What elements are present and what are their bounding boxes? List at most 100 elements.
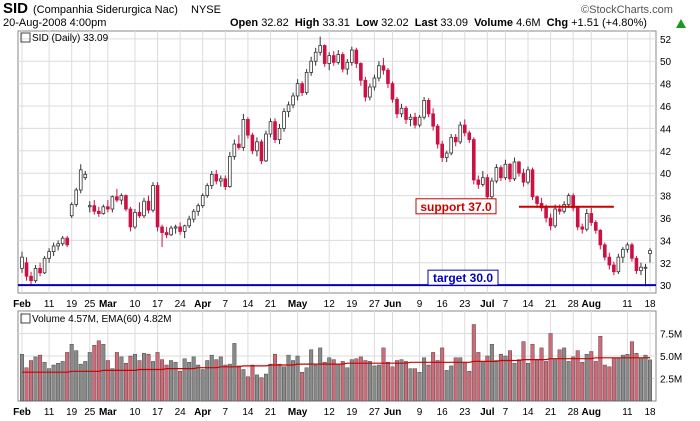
volume-y-tick-label: 2.5M	[660, 375, 682, 386]
volume-bar	[643, 354, 648, 402]
volume-bar	[178, 371, 183, 402]
volume-bar	[363, 360, 368, 402]
volume-x-tick-label: 11	[44, 407, 55, 418]
candle-body	[535, 196, 539, 204]
volume-bar	[471, 324, 476, 402]
volume-x-tick-label: 25	[84, 407, 96, 418]
volume-bar	[223, 364, 228, 402]
volume-bar	[110, 368, 115, 402]
candle-body	[607, 256, 612, 266]
candle-body	[182, 225, 187, 232]
target-label-box	[427, 269, 499, 286]
volume-bar	[114, 352, 119, 402]
candle-body	[255, 141, 259, 152]
candle-body	[399, 107, 404, 115]
candle-body	[395, 98, 399, 115]
volume-bar	[304, 367, 309, 402]
candle-body	[33, 267, 38, 282]
candle-body	[205, 185, 210, 196]
price-y-tick-label: 30	[660, 281, 672, 292]
candle-body	[146, 200, 151, 211]
legend-swatch	[20, 32, 31, 43]
support-label-box	[415, 198, 497, 215]
volume-bar	[340, 361, 345, 402]
volume-x-tick-label: 14	[522, 407, 534, 418]
candle-body	[340, 54, 345, 70]
candle-body	[431, 113, 435, 127]
volume-bar	[449, 365, 454, 402]
volume-bar	[47, 368, 52, 402]
candle-body	[160, 226, 164, 233]
price-y-tick-label: 52	[660, 35, 672, 46]
candle-body	[386, 69, 390, 85]
candle-body	[151, 185, 155, 211]
volume-bar	[571, 356, 576, 402]
quote-datetime: 20-Aug-2008 4:00pm	[3, 17, 107, 29]
volume-bar	[557, 349, 562, 402]
volume-bar	[331, 359, 336, 402]
volume-bar	[327, 357, 332, 402]
volume-label: Volume	[474, 17, 513, 29]
volume-bar	[119, 356, 124, 402]
price-y-tick-label: 44	[660, 124, 672, 135]
candle-body	[612, 264, 616, 273]
volume-bar	[431, 352, 436, 402]
volume-bar	[404, 361, 408, 402]
volume-bar	[426, 364, 431, 402]
candle-body	[101, 206, 106, 214]
volume-bar	[300, 372, 305, 402]
volume-bar	[462, 362, 467, 402]
volume-x-tick-label: Mar	[99, 407, 117, 418]
candle-body	[214, 173, 219, 182]
volume-bar	[123, 363, 128, 402]
volume-x-tick-label: 10	[129, 407, 141, 418]
candle-body	[648, 250, 652, 254]
candle-body	[78, 169, 83, 191]
candle-body	[458, 124, 463, 143]
volume-x-tick-label: Jun	[384, 407, 402, 418]
candle-body	[517, 161, 521, 174]
volume-bar	[395, 360, 399, 402]
candle-body	[304, 72, 309, 93]
volume-bar	[489, 344, 494, 402]
volume-bar	[313, 364, 318, 402]
candle-body	[295, 83, 300, 97]
candle-body	[404, 107, 408, 120]
candle-body	[643, 266, 648, 269]
candle-body	[336, 54, 341, 63]
volume-bar	[205, 360, 210, 402]
up-triangle-icon	[676, 19, 686, 28]
volume-bar	[526, 363, 530, 402]
candle-body	[286, 104, 291, 113]
volume-bar	[544, 361, 549, 402]
candle-body	[56, 243, 60, 247]
candle-body	[539, 203, 544, 209]
candle-body	[83, 173, 88, 179]
volume-y-tick-label: 5.0M	[660, 352, 682, 363]
volume-bar	[196, 364, 201, 402]
price-y-tick-label: 40	[660, 169, 672, 180]
candle-body	[133, 211, 137, 228]
volume-bar	[92, 345, 97, 402]
volume-x-tick-label: 12	[324, 407, 336, 418]
candle-body	[241, 119, 246, 148]
candle-body	[553, 208, 557, 227]
volume-x-tick-label: 11	[622, 407, 633, 418]
candle-body	[408, 116, 413, 120]
price-panel-frame	[17, 30, 657, 294]
volume-bar	[639, 357, 643, 402]
volume-bar	[277, 363, 282, 402]
volume-bar	[236, 365, 241, 402]
volume-legend: Volume 4.57M, EMA(60) 4.82M	[32, 314, 172, 325]
volume-bar	[78, 363, 83, 402]
volume-x-tick-label: 21	[545, 407, 557, 418]
candle-body	[363, 79, 368, 98]
candle-body	[350, 49, 354, 63]
volume-bar	[435, 360, 440, 402]
volume-bar	[413, 368, 418, 402]
volume-bar	[494, 360, 499, 402]
volume-bar	[372, 365, 377, 402]
price-x-tick-label: 18	[644, 299, 656, 310]
ema-line	[22, 357, 651, 373]
candle-body	[169, 227, 173, 236]
